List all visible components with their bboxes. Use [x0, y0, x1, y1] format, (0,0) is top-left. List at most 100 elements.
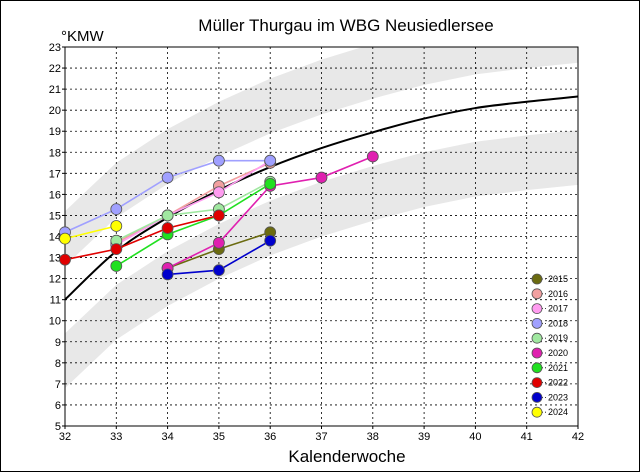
- point-2019: [161, 209, 174, 222]
- point-2018: [110, 203, 123, 216]
- legend: 2015 2016 2017 2018 2019 2020 2021 2022 2023 2024: [531, 273, 568, 418]
- y-tick-label: 21: [49, 84, 61, 96]
- y-tick-label: 19: [49, 126, 61, 138]
- series-line-2017: [115, 160, 271, 246]
- legend-label: 2022: [548, 378, 568, 388]
- x-ticks: 32 33 34 35 36 37 38 39 40 41 42: [59, 426, 584, 443]
- series-2020: [161, 150, 379, 274]
- trend-curve: [65, 95, 578, 301]
- legend-label: 2021: [548, 363, 568, 373]
- legend-marker: [531, 391, 543, 403]
- series-2023: [161, 234, 277, 281]
- legend-marker: [531, 288, 543, 300]
- y-tick-label: 7: [55, 379, 61, 391]
- chart-title: Müller Thurgau im WBG Neusiedlersee: [198, 16, 493, 35]
- y-axis-label: °KMW: [61, 28, 104, 45]
- point-2022: [59, 253, 71, 266]
- y-ticks: 5 6 7 8 9 10 11 12 13 14 15 16 17 18 19 20 21 22 23: [49, 42, 65, 433]
- legend-label: 2015: [548, 274, 568, 284]
- inner-band: [65, 62, 578, 334]
- x-axis-label: Kalenderwoche: [288, 447, 405, 466]
- y-tick-label: 12: [49, 274, 61, 286]
- x-tick-label: 40: [469, 431, 481, 443]
- x-tick-label: 38: [367, 431, 379, 443]
- y-tick-label: 11: [50, 295, 61, 307]
- legend-item-2019: 2019: [531, 332, 568, 344]
- legend-item-2024: 2024: [531, 406, 568, 418]
- y-tick-label: 23: [49, 42, 61, 54]
- legend-marker: [531, 362, 543, 374]
- y-tick-label: 9: [55, 337, 61, 349]
- y-tick-label: 10: [49, 316, 61, 328]
- point-2017: [212, 186, 225, 199]
- y-tick-label: 17: [49, 168, 61, 180]
- point-2022: [161, 222, 174, 234]
- series-line-2021: [115, 183, 271, 267]
- trend-line: [65, 95, 578, 301]
- y-tick-label: 16: [49, 189, 61, 201]
- legend-marker: [531, 317, 543, 329]
- legend-label: 2024: [548, 407, 568, 417]
- y-tick-label: 5: [55, 421, 61, 433]
- x-tick-label: 42: [572, 431, 584, 443]
- point-2020: [366, 150, 379, 163]
- legend-label: 2018: [548, 318, 568, 328]
- legend-item-2015: 2015: [531, 273, 568, 285]
- y-tick-label: 13: [49, 253, 61, 265]
- legend-item-2020: 2020: [531, 347, 568, 359]
- point-2020: [315, 171, 328, 184]
- point-2021: [110, 260, 123, 272]
- series-2022: [59, 209, 225, 266]
- x-tick-label: 39: [418, 431, 430, 443]
- x-tick-label: 32: [59, 431, 71, 443]
- point-2023: [264, 234, 277, 247]
- series-group: [59, 150, 379, 281]
- legend-item-2018: 2018: [531, 317, 568, 329]
- legend-label: 2017: [548, 304, 568, 314]
- x-tick-label: 35: [213, 431, 225, 443]
- legend-item-2022: 2022: [531, 377, 568, 389]
- series-line-2019: [115, 181, 271, 242]
- y-tick-label: 22: [49, 63, 61, 75]
- legend-marker: [531, 377, 543, 389]
- point-2020: [212, 236, 225, 249]
- series-line-2024: [64, 225, 117, 240]
- point-2018: [161, 171, 174, 184]
- series-line-2016: [115, 162, 271, 244]
- series-2018: [59, 154, 277, 239]
- point-2018: [212, 154, 225, 167]
- series-2024: [59, 220, 123, 245]
- y-tick-label: 18: [49, 147, 61, 159]
- legend-item-2016: 2016: [531, 288, 568, 300]
- x-tick-label: 36: [264, 431, 276, 443]
- legend-label: 2016: [548, 289, 568, 299]
- y-tick-label: 15: [49, 210, 61, 222]
- y-tick-label: 6: [55, 400, 61, 412]
- point-2022: [110, 243, 123, 256]
- x-tick-label: 41: [521, 431, 533, 443]
- point-2023: [161, 268, 174, 281]
- legend-marker: [531, 406, 543, 418]
- x-tick-label: 33: [110, 431, 122, 443]
- legend-marker: [531, 273, 543, 285]
- point-2022: [212, 209, 225, 222]
- series-line-2022: [64, 214, 220, 261]
- legend-marker: [531, 332, 543, 344]
- legend-marker: [531, 347, 543, 359]
- legend-item-2023: 2023: [531, 391, 568, 403]
- point-2023: [212, 264, 225, 277]
- grid: [65, 47, 578, 426]
- legend-label: 2020: [548, 348, 568, 358]
- y-tick-label: 20: [49, 105, 61, 117]
- legend-item-2021: 2021: [531, 362, 568, 374]
- point-2021: [264, 177, 277, 190]
- legend-marker: [531, 303, 543, 315]
- y-tick-label: 8: [55, 358, 61, 370]
- x-tick-label: 34: [161, 431, 173, 443]
- y-tick-label: 14: [49, 232, 61, 244]
- x-tick-label: 37: [315, 431, 327, 443]
- point-2024: [110, 220, 123, 232]
- legend-label: 2023: [548, 392, 568, 402]
